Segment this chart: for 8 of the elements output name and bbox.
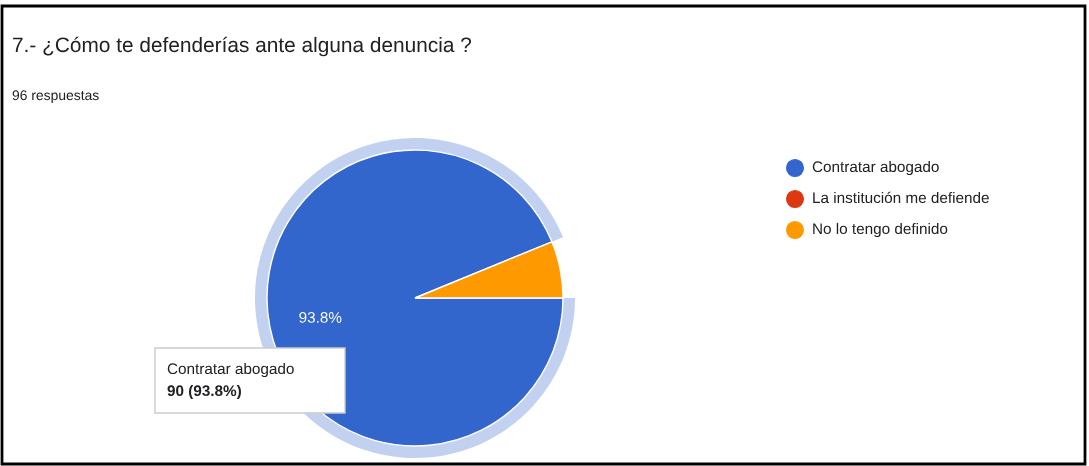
legend-label: Contratar abogado [812,160,939,176]
text: 96 respuestas [12,90,99,103]
chart-title: 7.- ¿Cómo te defenderías ante alguna denuncia ? [13,36,472,57]
legend-label: No lo tengo definido [813,222,948,238]
text: 90 (93.8%) [167,384,241,400]
legend-label: La institución me defiende [813,191,989,204]
text: Contratar abogado [167,362,294,378]
data-label: 93.8% [299,312,342,323]
